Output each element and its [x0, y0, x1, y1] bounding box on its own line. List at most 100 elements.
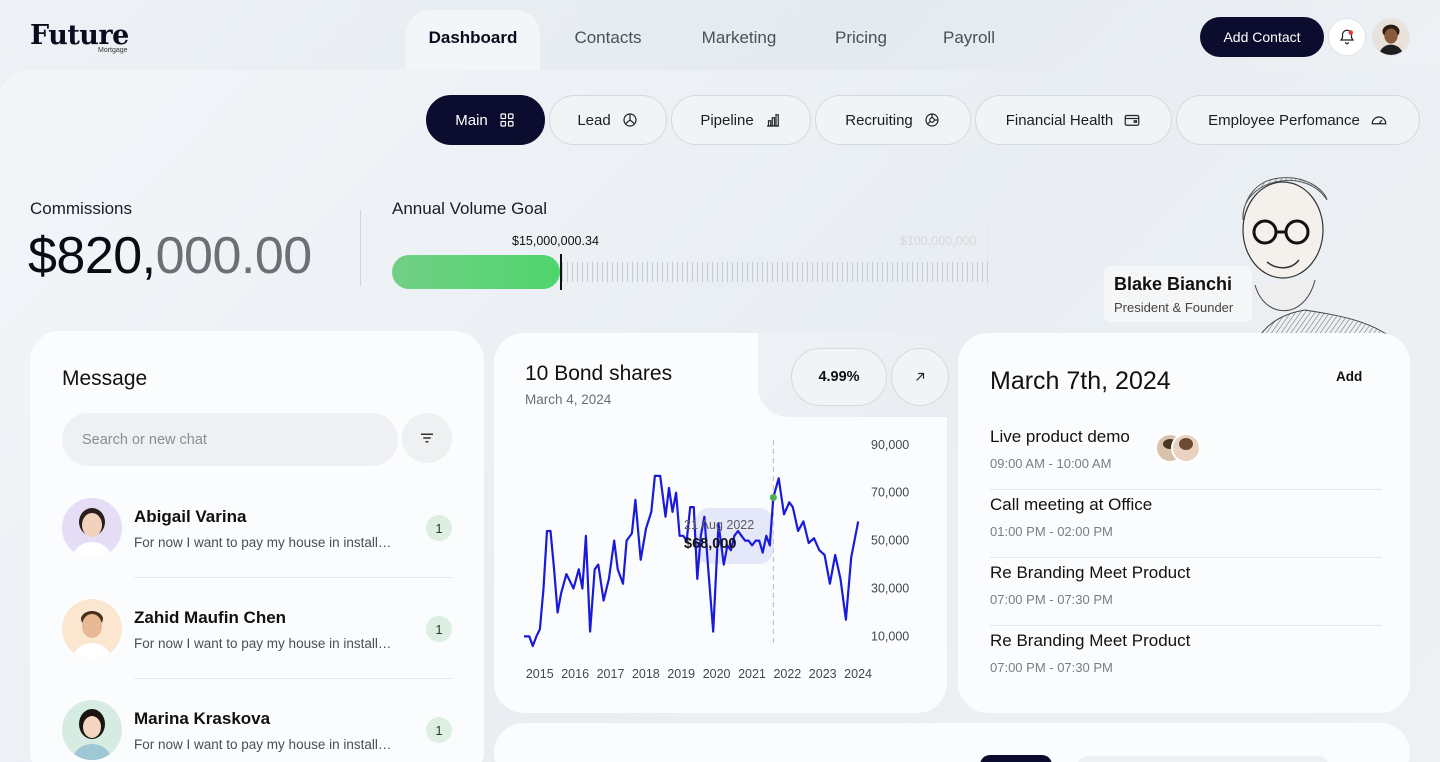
goal-progress-marker [560, 254, 562, 290]
event-time: 01:00 PM - 02:00 PM [990, 524, 1113, 539]
tooltip-date: 21 Aug 2022 [684, 518, 755, 532]
calendar-event[interactable]: Live product demo 09:00 AM - 10:00 AM [990, 427, 1382, 495]
logo-subtext: Mortgage [98, 47, 128, 54]
subtab-financial-health[interactable]: Financial Health [975, 95, 1172, 145]
y-tick-label: 70,000 [871, 486, 909, 500]
message-title: Message [62, 367, 148, 390]
subtab-pipeline-label: Pipeline [700, 111, 754, 129]
grid-icon [500, 113, 514, 127]
x-tick-label: 2016 [561, 667, 589, 681]
bond-percent-badge[interactable]: 4.99% [791, 348, 887, 406]
chat-name: Zahid Maufin Chen [134, 608, 287, 627]
event-time: 07:00 PM - 07:30 PM [990, 660, 1113, 675]
event-time: 09:00 AM - 10:00 AM [990, 456, 1112, 471]
goal-progress-ticks [562, 262, 988, 282]
x-tick-label: 2020 [703, 667, 731, 681]
chat-item[interactable]: Marina Kraskova For now I want to pay my… [62, 700, 452, 762]
y-tick-label: 10,000 [871, 629, 909, 643]
subtab-pipeline[interactable]: Pipeline [671, 95, 811, 145]
filter-button[interactable] [402, 413, 452, 463]
commissions-label: Commissions [30, 199, 133, 218]
avatar [62, 599, 122, 659]
bond-title: 10 Bond shares [525, 362, 673, 385]
avatar [1373, 19, 1409, 55]
profile-avatar-button[interactable] [1372, 18, 1410, 56]
y-tick-label: 30,000 [871, 582, 909, 596]
bond-date: March 4, 2024 [525, 392, 612, 407]
profile-role: President & Founder [1114, 300, 1234, 315]
add-event-button[interactable]: Add [1336, 369, 1363, 384]
subtab-recruiting[interactable]: Recruiting [815, 95, 971, 145]
event-title: Re Branding Meet Product [990, 631, 1191, 650]
bottom-card [494, 723, 1410, 762]
filter-icon [421, 433, 433, 443]
chat-name: Marina Kraskova [134, 709, 271, 728]
goal-end-line [987, 222, 988, 290]
arrow-up-right-icon [916, 372, 925, 381]
avatar [62, 498, 122, 558]
profile-name: Blake Bianchi [1114, 274, 1233, 294]
unread-badge: 1 [426, 515, 452, 541]
add-contact-button[interactable]: Add Contact [1200, 17, 1324, 57]
calendar-event[interactable]: Call meeting at Office 01:00 PM - 02:00 … [990, 495, 1382, 563]
event-attendees [1154, 432, 1202, 464]
gauge-icon [1371, 116, 1387, 125]
chat-item[interactable]: Abigail Varina For now I want to pay my … [62, 498, 452, 598]
x-tick-label: 2021 [738, 667, 766, 681]
tooltip-value: $68,000 [684, 536, 737, 552]
tab-payroll[interactable]: Payroll [943, 28, 995, 47]
chart-tooltip: 21 Aug 2022 $68,000 [684, 518, 754, 552]
tab-contacts[interactable]: Contacts [574, 28, 642, 47]
series-line [524, 474, 860, 648]
chat-preview: For now I want to pay my house in instal… [134, 636, 396, 651]
event-title: Live product demo [990, 427, 1130, 446]
bell-icon [1339, 29, 1355, 45]
subtab-employee-performance[interactable]: Employee Perfomance [1176, 95, 1420, 145]
chat-name: Abigail Varina [134, 507, 247, 526]
chat-divider [134, 678, 452, 679]
subtab-lead-label: Lead [577, 111, 611, 129]
donut-chart-icon [925, 113, 939, 127]
y-tick-label: 90,000 [871, 438, 909, 452]
wallet-icon [1124, 114, 1140, 126]
subtab-main[interactable]: Main [426, 95, 545, 145]
event-divider [990, 557, 1382, 558]
calendar-event[interactable]: Re Branding Meet Product 07:00 PM - 07:3… [990, 631, 1382, 699]
bar-chart-icon [766, 114, 779, 127]
event-time: 07:00 PM - 07:30 PM [990, 592, 1113, 607]
subtab-employee-performance-label: Employee Perfomance [1208, 111, 1360, 129]
bottom-toggle-active[interactable] [980, 755, 1052, 762]
subtab-lead[interactable]: Lead [549, 95, 667, 145]
highlight-point[interactable] [769, 493, 777, 501]
pie-chart-icon [623, 113, 637, 127]
calendar-card [958, 333, 1410, 713]
calendar-date: March 7th, 2024 [990, 367, 1171, 395]
x-tick-label: 2022 [773, 667, 801, 681]
tab-marketing[interactable]: Marketing [701, 28, 777, 47]
unread-badge: 1 [426, 616, 452, 642]
bond-open-button[interactable] [891, 348, 949, 406]
commissions-value-light: 000.00 [155, 227, 313, 285]
profile-name-card: Blake Bianchi President & Founder [1104, 266, 1252, 322]
bottom-toggle-inactive[interactable] [1078, 756, 1328, 762]
logo[interactable]: Future Mortgage [30, 20, 129, 54]
unread-badge: 1 [426, 717, 452, 743]
avatar [62, 700, 122, 760]
event-divider [990, 489, 1382, 490]
y-tick-label: 50,000 [871, 534, 909, 548]
commissions-value-strong: $820, [28, 227, 156, 285]
chat-item[interactable]: Zahid Maufin Chen For now I want to pay … [62, 599, 452, 699]
calendar-event[interactable]: Re Branding Meet Product 07:00 PM - 07:3… [990, 563, 1382, 631]
tab-pricing[interactable]: Pricing [835, 28, 887, 47]
annual-goal-progress [392, 222, 988, 290]
notification-button[interactable] [1328, 18, 1366, 56]
search-chat-input[interactable] [62, 413, 398, 466]
tab-dashboard[interactable]: Dashboard [406, 10, 540, 70]
x-tick-label: 2019 [667, 667, 695, 681]
x-tick-label: 2024 [844, 667, 872, 681]
logo-text: Future [30, 20, 129, 51]
x-tick-label: 2023 [809, 667, 837, 681]
x-tick-label: 2015 [526, 667, 554, 681]
subtab-main-label: Main [455, 111, 488, 129]
event-divider [990, 625, 1382, 626]
